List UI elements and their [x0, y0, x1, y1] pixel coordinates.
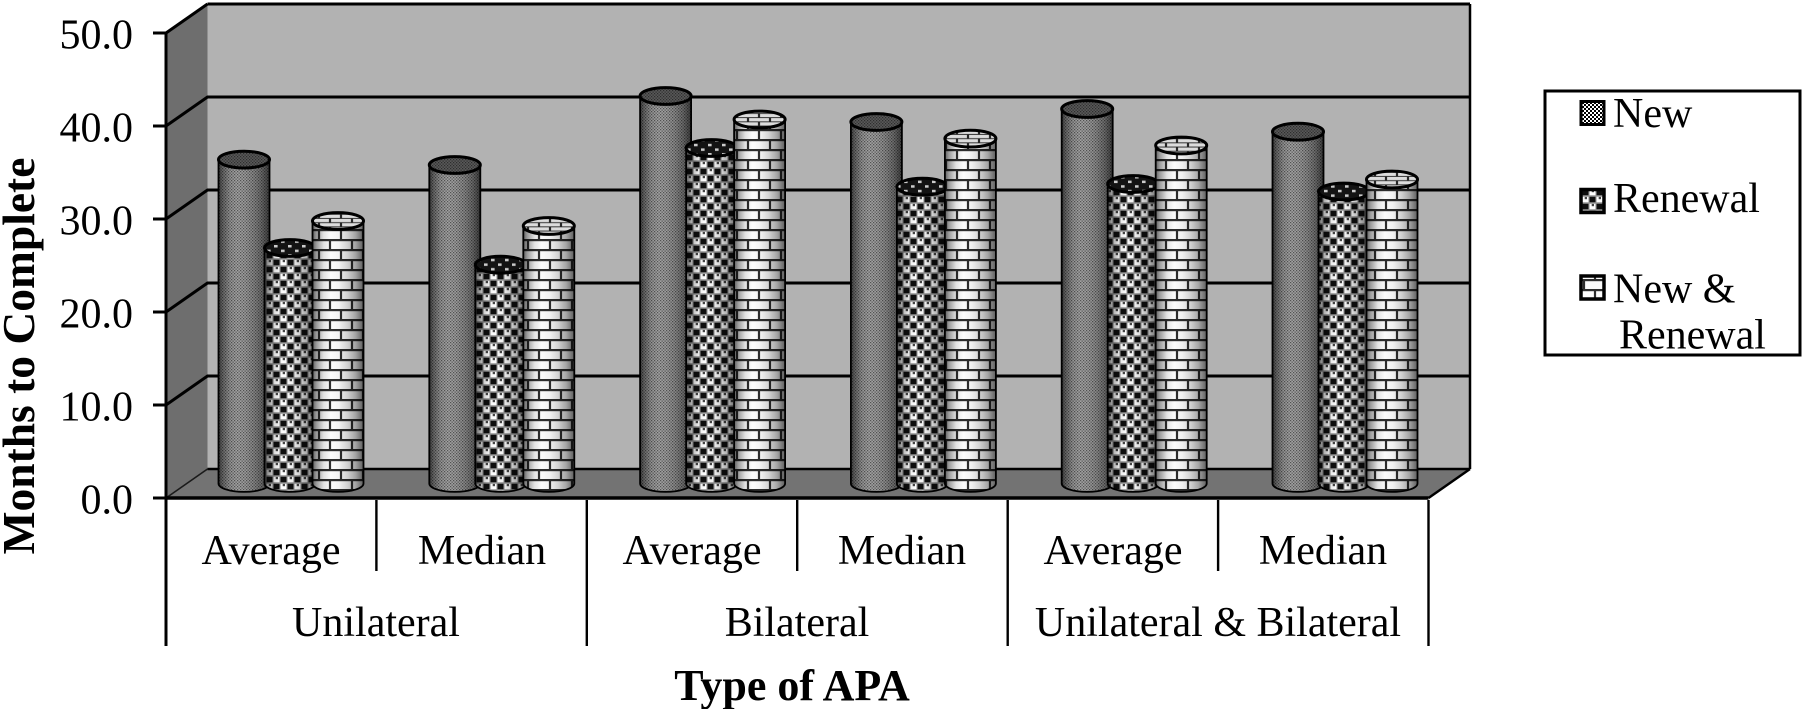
svg-text:Unilateral: Unilateral [292, 600, 460, 646]
svg-text:0.0: 0.0 [81, 478, 134, 524]
svg-text:New: New [1613, 91, 1693, 137]
svg-text:Average: Average [201, 528, 340, 574]
svg-text:Median: Median [1259, 528, 1387, 574]
svg-text:Months to Complete: Months to Complete [0, 158, 44, 555]
svg-text:Median: Median [418, 528, 546, 574]
svg-text:Renewal: Renewal [1613, 176, 1760, 222]
svg-text:Median: Median [838, 528, 966, 574]
svg-text:Average: Average [1043, 528, 1182, 574]
svg-text:Renewal: Renewal [1619, 313, 1766, 359]
svg-text:New &: New & [1613, 267, 1735, 313]
svg-text:10.0: 10.0 [60, 385, 134, 431]
svg-text:Unilateral & Bilateral: Unilateral & Bilateral [1035, 600, 1401, 646]
svg-text:30.0: 30.0 [60, 199, 134, 245]
svg-text:50.0: 50.0 [60, 13, 134, 59]
svg-text:20.0: 20.0 [60, 292, 134, 338]
svg-text:Bilateral: Bilateral [725, 600, 870, 646]
svg-text:Average: Average [622, 528, 761, 574]
svg-text:40.0: 40.0 [60, 106, 134, 152]
svg-text:Type of APA: Type of APA [674, 661, 910, 709]
